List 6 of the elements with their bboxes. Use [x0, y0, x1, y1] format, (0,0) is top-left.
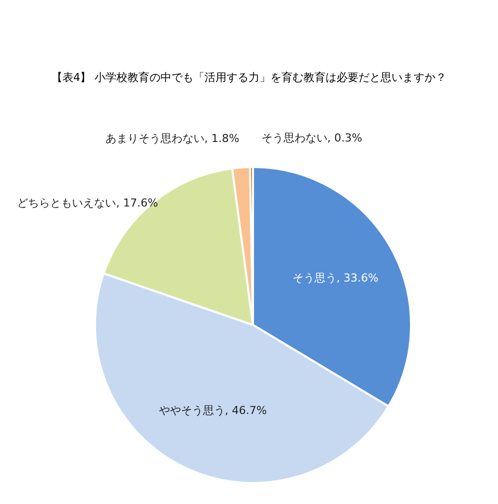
slice-label: そう思う, 33.6%	[292, 271, 378, 284]
slice-label: あまりそう思わない, 1.8%	[105, 132, 240, 145]
chart-title: 【表4】 小学校教育の中でも「活用する力」を育む教育は必要だと思いますか？	[51, 71, 447, 84]
slice-label: そう思わない, 0.3%	[261, 131, 362, 144]
slice-label: どちらともいえない, 17.6%	[17, 196, 158, 210]
slice-label: ややそう思う, 46.7%	[158, 404, 267, 417]
